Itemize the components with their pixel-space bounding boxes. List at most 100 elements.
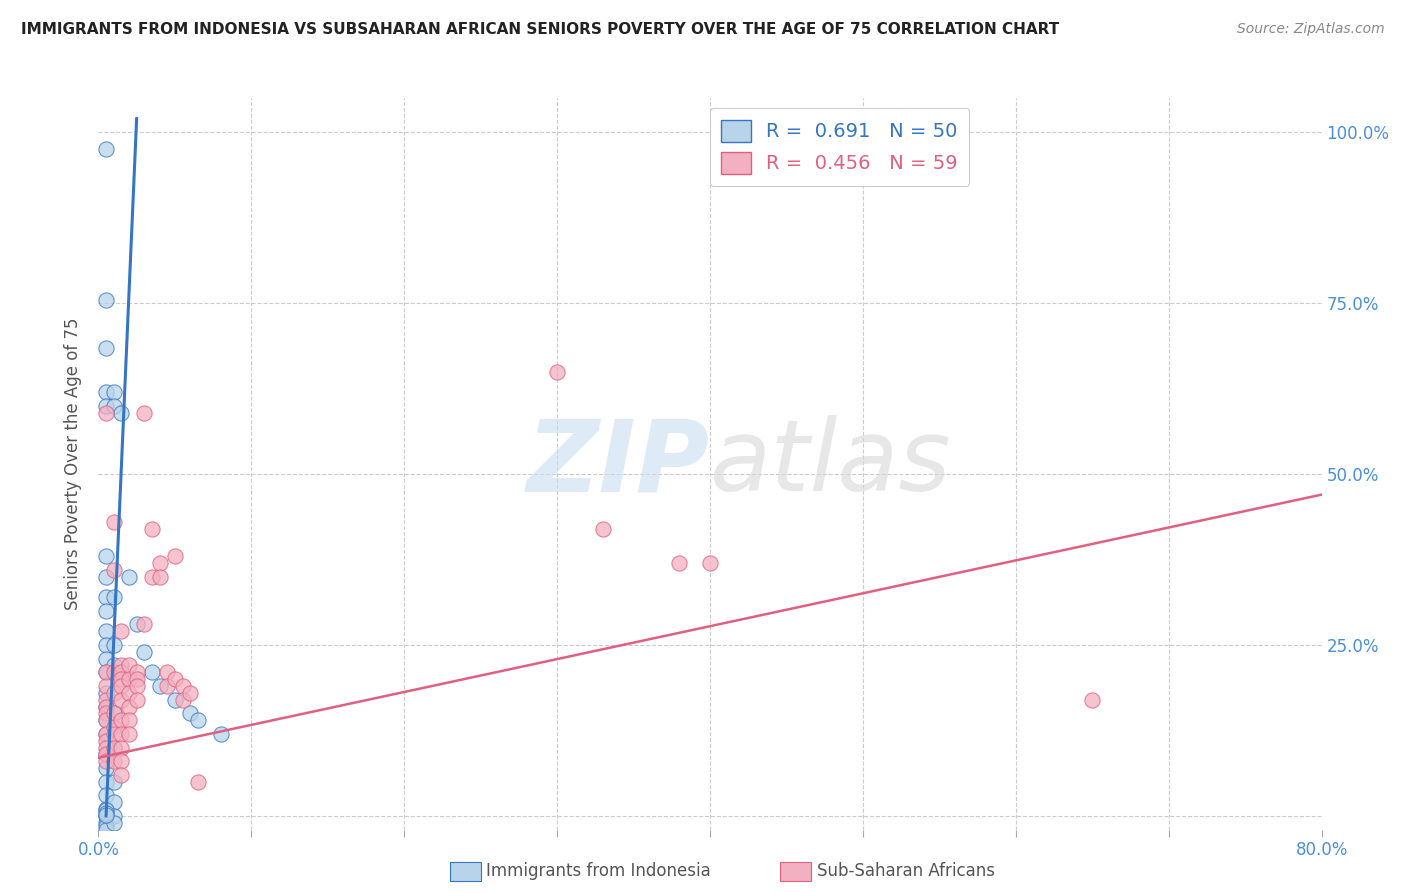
Point (187, 713, 209, 727)
Point (179, 706, 201, 721)
Point (94, 385, 117, 400)
Point (118, 686, 141, 700)
Point (110, 754, 132, 768)
Point (172, 679, 194, 693)
Point (103, 590, 125, 604)
Text: Source: ZipAtlas.com: Source: ZipAtlas.com (1237, 22, 1385, 37)
Point (110, 624, 132, 639)
Point (141, 569, 163, 583)
Point (118, 658, 141, 673)
Point (110, 692, 132, 706)
Point (94, 549, 117, 563)
Point (94, 807, 117, 822)
Point (103, 774, 125, 789)
Point (103, 795, 125, 809)
Point (103, 399, 125, 413)
Point (163, 692, 186, 706)
Point (134, 406, 156, 420)
Text: ZIP: ZIP (527, 416, 710, 512)
Point (110, 727, 132, 741)
Legend: R =  0.691   N = 50, R =  0.456   N = 59: R = 0.691 N = 50, R = 0.456 N = 59 (710, 108, 969, 186)
Point (94, 590, 117, 604)
Point (110, 665, 132, 680)
Point (94, 706, 117, 721)
Point (103, 658, 125, 673)
Point (94, 754, 117, 768)
Point (163, 549, 186, 563)
Point (103, 727, 125, 741)
Point (103, 720, 125, 734)
Point (668, 556, 690, 570)
Point (94, 733, 117, 747)
Text: Immigrants from Indonesia: Immigrants from Indonesia (486, 863, 711, 880)
Point (110, 679, 132, 693)
Point (103, 638, 125, 652)
Point (103, 740, 125, 755)
Point (125, 692, 148, 706)
Text: atlas: atlas (710, 416, 952, 512)
Point (94, 819, 117, 833)
Point (94, 774, 117, 789)
Point (592, 522, 614, 536)
Point (94, 651, 117, 665)
Point (163, 672, 186, 686)
Point (94, 699, 117, 714)
Point (149, 679, 172, 693)
Point (179, 686, 201, 700)
Point (94, 638, 117, 652)
Point (103, 815, 125, 830)
Point (94, 747, 117, 762)
Point (94, 809, 117, 823)
Point (110, 713, 132, 727)
Point (103, 686, 125, 700)
Point (94, 679, 117, 693)
Point (103, 706, 125, 721)
Point (125, 679, 148, 693)
Point (94, 713, 117, 727)
Point (1081, 692, 1104, 706)
Point (94, 341, 117, 355)
Point (172, 692, 194, 706)
Point (110, 658, 132, 673)
Point (103, 563, 125, 577)
Point (699, 556, 721, 570)
Y-axis label: Seniors Poverty Over the Age of 75: Seniors Poverty Over the Age of 75 (65, 318, 83, 610)
Point (149, 556, 172, 570)
Point (118, 727, 141, 741)
Point (94, 804, 117, 818)
Point (134, 617, 156, 632)
Point (110, 740, 132, 755)
Point (103, 754, 125, 768)
Point (94, 399, 117, 413)
Point (110, 672, 132, 686)
Point (94, 740, 117, 755)
Point (110, 768, 132, 782)
Point (141, 665, 163, 680)
Point (125, 617, 148, 632)
Point (94, 665, 117, 680)
Point (156, 679, 179, 693)
Point (94, 815, 117, 830)
Point (103, 665, 125, 680)
Point (103, 515, 125, 529)
Point (94, 142, 117, 156)
Text: IMMIGRANTS FROM INDONESIA VS SUBSAHARAN AFRICAN SENIORS POVERTY OVER THE AGE OF : IMMIGRANTS FROM INDONESIA VS SUBSAHARAN … (21, 22, 1059, 37)
Point (546, 365, 568, 379)
Point (94, 665, 117, 680)
Point (141, 522, 163, 536)
Point (94, 604, 117, 618)
Point (134, 645, 156, 659)
Point (94, 624, 117, 639)
Point (94, 686, 117, 700)
Point (94, 822, 117, 837)
Point (209, 727, 232, 741)
Point (149, 569, 172, 583)
Point (125, 672, 148, 686)
Point (94, 569, 117, 583)
Point (103, 385, 125, 400)
Point (94, 713, 117, 727)
Point (187, 774, 209, 789)
Point (125, 665, 148, 680)
Point (110, 406, 132, 420)
Point (94, 747, 117, 762)
